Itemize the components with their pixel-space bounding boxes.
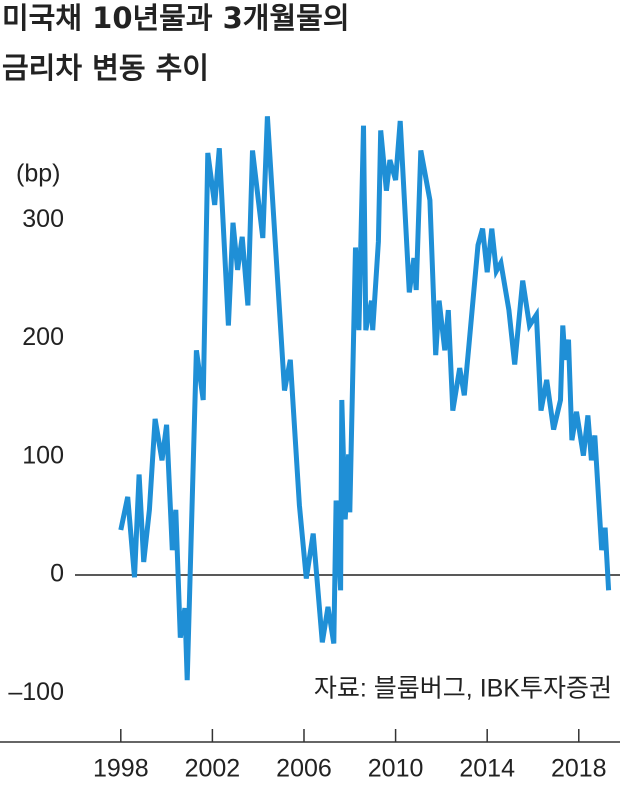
y-tick-label: 200 bbox=[22, 323, 64, 351]
x-tick-label: 2010 bbox=[368, 755, 424, 783]
y-tick-label: –100 bbox=[8, 678, 64, 706]
x-tick-label: 2006 bbox=[276, 755, 332, 783]
x-tick-label: 1998 bbox=[93, 755, 149, 783]
title-line: 미국채 10년물과 3개월물의 bbox=[2, 1, 350, 35]
x-tick-label: 2014 bbox=[459, 755, 515, 783]
y-tick-label: 100 bbox=[22, 441, 64, 469]
x-tick-label: 2002 bbox=[185, 755, 241, 783]
y-axis-label: (bp) bbox=[16, 160, 60, 188]
data-line bbox=[118, 116, 612, 681]
y-tick-label: 0 bbox=[50, 560, 64, 588]
source-note: 자료: 블룸버그, IBK투자증권 bbox=[314, 675, 612, 703]
title-line: 금리차 변동 추이 bbox=[2, 51, 209, 85]
x-tick-label: 2018 bbox=[551, 755, 607, 783]
y-tick-label: 300 bbox=[22, 205, 64, 233]
